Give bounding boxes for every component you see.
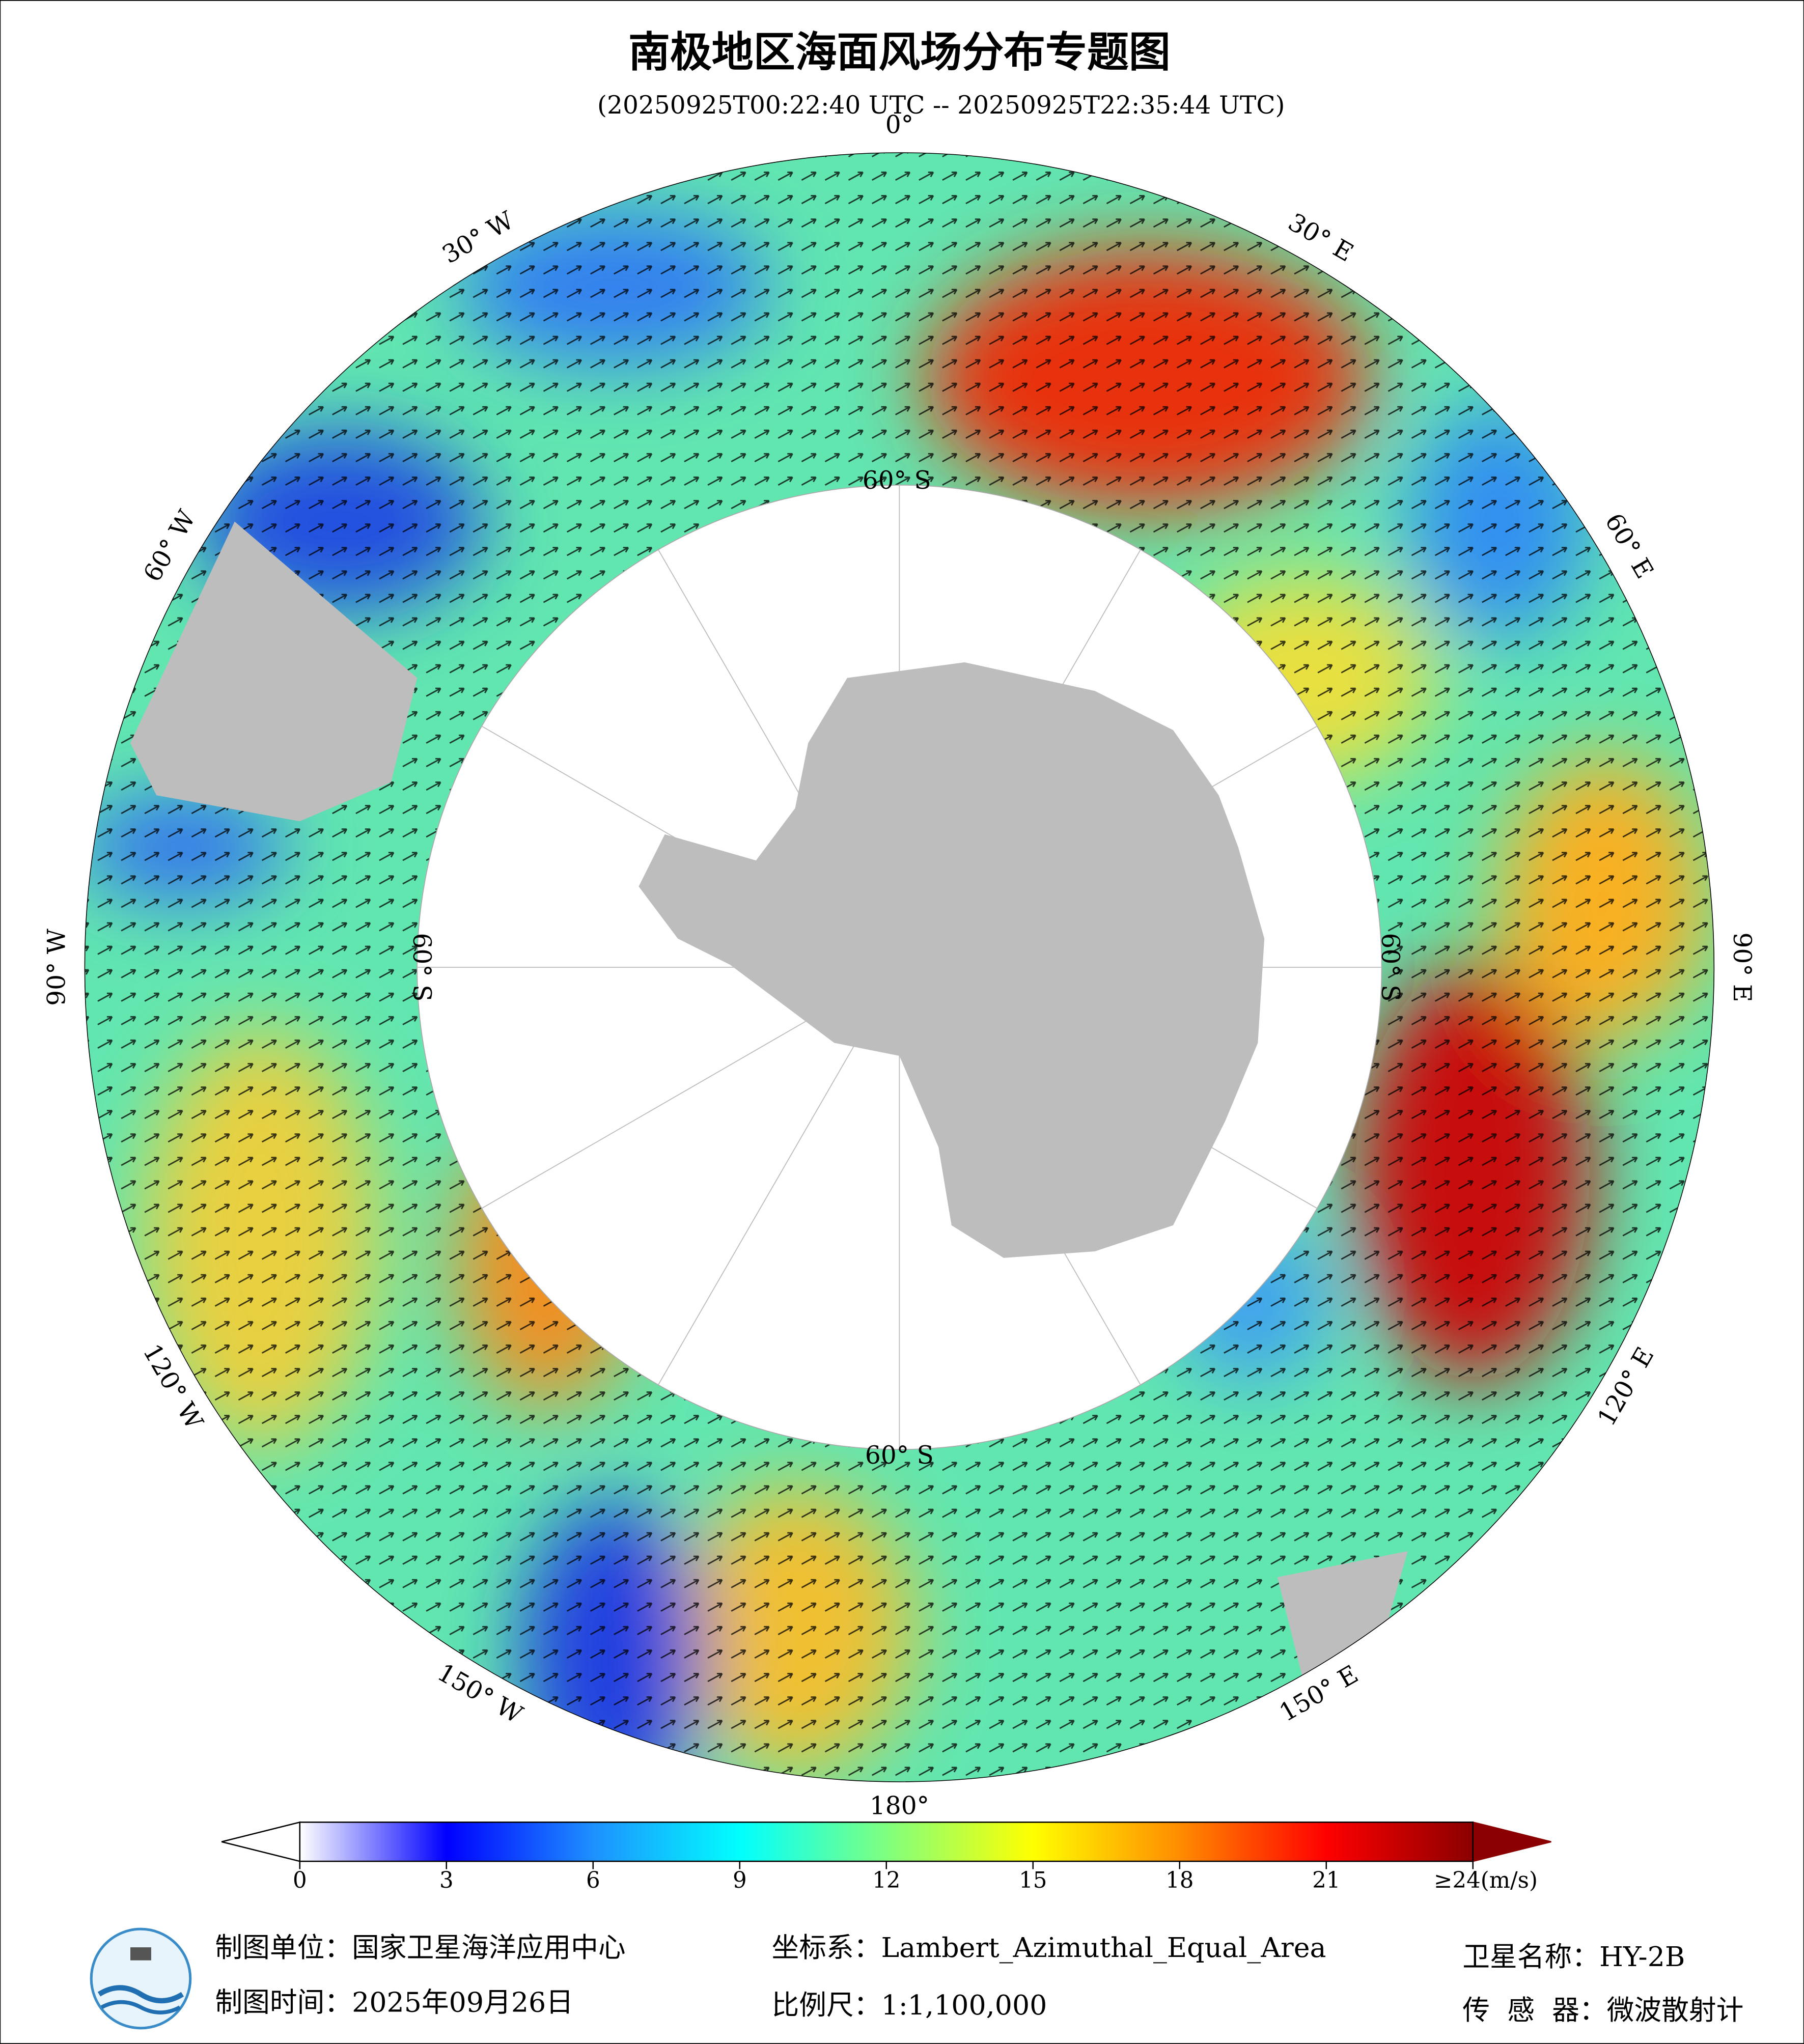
colorbar-tick-label: 18 bbox=[1165, 1868, 1194, 1893]
colorbar-tick-label: 15 bbox=[1019, 1868, 1047, 1893]
parallel-label: 60° S bbox=[407, 933, 436, 1001]
colorbar-tick-label: ≥24(m/s) bbox=[1434, 1868, 1538, 1893]
scale: 比例尺：1:1,100,000 bbox=[772, 1989, 1047, 2021]
map-title: 南极地区海面风场分布专题图 bbox=[628, 28, 1171, 76]
colorbar-tick-label: 12 bbox=[872, 1868, 900, 1893]
sensor: 传 感 器：微波散射计 bbox=[1462, 1994, 1743, 2026]
outer-boundary bbox=[84, 152, 1715, 1782]
map-date: 制图时间：2025年09月26日 bbox=[215, 1986, 573, 2019]
meridian-label: 90° E bbox=[1728, 932, 1756, 1002]
organization: 制图单位：国家卫星海洋应用中心 bbox=[215, 1931, 625, 1964]
logo bbox=[90, 1927, 192, 2030]
colorbar-tick-label: 0 bbox=[293, 1868, 307, 1893]
colorbar-tick-label: 21 bbox=[1312, 1868, 1340, 1893]
antarctica bbox=[639, 662, 1265, 1258]
parallel-label: 60° S bbox=[865, 1441, 934, 1470]
map-subtitle: (20250925T00:22:40 UTC -- 20250925T22:35… bbox=[597, 91, 1285, 120]
colorbar-tick-label: 9 bbox=[733, 1868, 747, 1893]
meridian-label: 0° bbox=[885, 110, 913, 139]
colorbar-tick-label: 3 bbox=[439, 1868, 454, 1893]
colorbar: 0 3 6 9 12 15 18 21 ≥24(m/s) bbox=[221, 1821, 1551, 1893]
meridian-label: 180° bbox=[870, 1792, 929, 1821]
satellite: 卫星名称：HY-2B bbox=[1462, 1941, 1685, 1973]
colorbar-tick-label: 6 bbox=[586, 1868, 600, 1893]
meridian-label: 90° W bbox=[43, 929, 71, 1006]
parallel-label: 60° S bbox=[1376, 933, 1404, 1001]
colorbar-bar bbox=[299, 1822, 1474, 1862]
parallel-label: 60° S bbox=[863, 466, 931, 495]
projection: 坐标系：Lambert_Azimuthal_Equal_Area bbox=[772, 1931, 1326, 1964]
